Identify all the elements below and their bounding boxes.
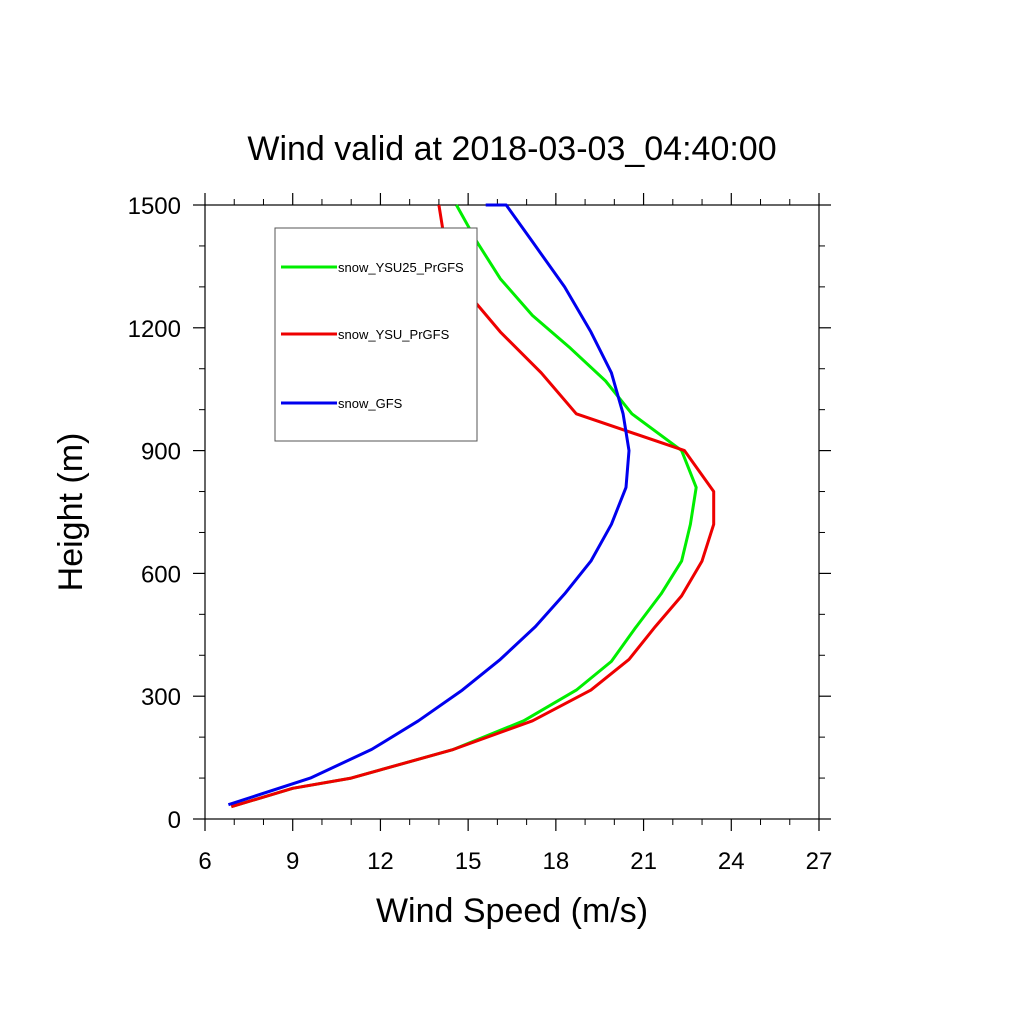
x-axis: 6 9 12 15 18 21 24 27 — [198, 193, 832, 875]
chart-title: Wind valid at 2018-03-03_04:40:00 — [247, 130, 776, 168]
legend-items: snow_YSU25_PrGFS snow_YSU_PrGFS snow_GFS — [281, 260, 464, 411]
legend-label: snow_YSU_PrGFS — [338, 327, 450, 342]
y-axis: 0 300 600 900 1200 1500 — [128, 193, 831, 834]
y-tick-label: 1500 — [128, 193, 181, 220]
x-tick-label: 6 — [198, 848, 211, 875]
x-tick-label: 12 — [367, 848, 394, 875]
y-tick-label: 1200 — [128, 316, 181, 343]
x-tick-label: 18 — [543, 848, 570, 875]
y-tick-label: 300 — [141, 684, 181, 711]
legend-label: snow_YSU25_PrGFS — [338, 260, 464, 275]
legend-label: snow_GFS — [338, 396, 403, 411]
x-axis-label: Wind Speed (m/s) — [376, 892, 648, 930]
x-tick-label: 9 — [286, 848, 299, 875]
y-tick-label: 900 — [141, 439, 181, 466]
plot-border — [204, 204, 820, 820]
plot-frame — [204, 204, 820, 820]
x-tick-label: 24 — [718, 848, 745, 875]
x-tick-label: 21 — [630, 848, 657, 875]
y-tick-label: 0 — [168, 807, 181, 834]
y-tick-label: 600 — [141, 561, 181, 588]
x-tick-label: 27 — [806, 848, 833, 875]
x-tick-label: 15 — [455, 848, 482, 875]
series-line-snow_GFS — [227, 203, 631, 807]
series-line-snow_YSU_PrGFS — [230, 204, 716, 809]
series-layer — [227, 203, 716, 809]
y-axis-label: Height (m) — [52, 433, 90, 592]
